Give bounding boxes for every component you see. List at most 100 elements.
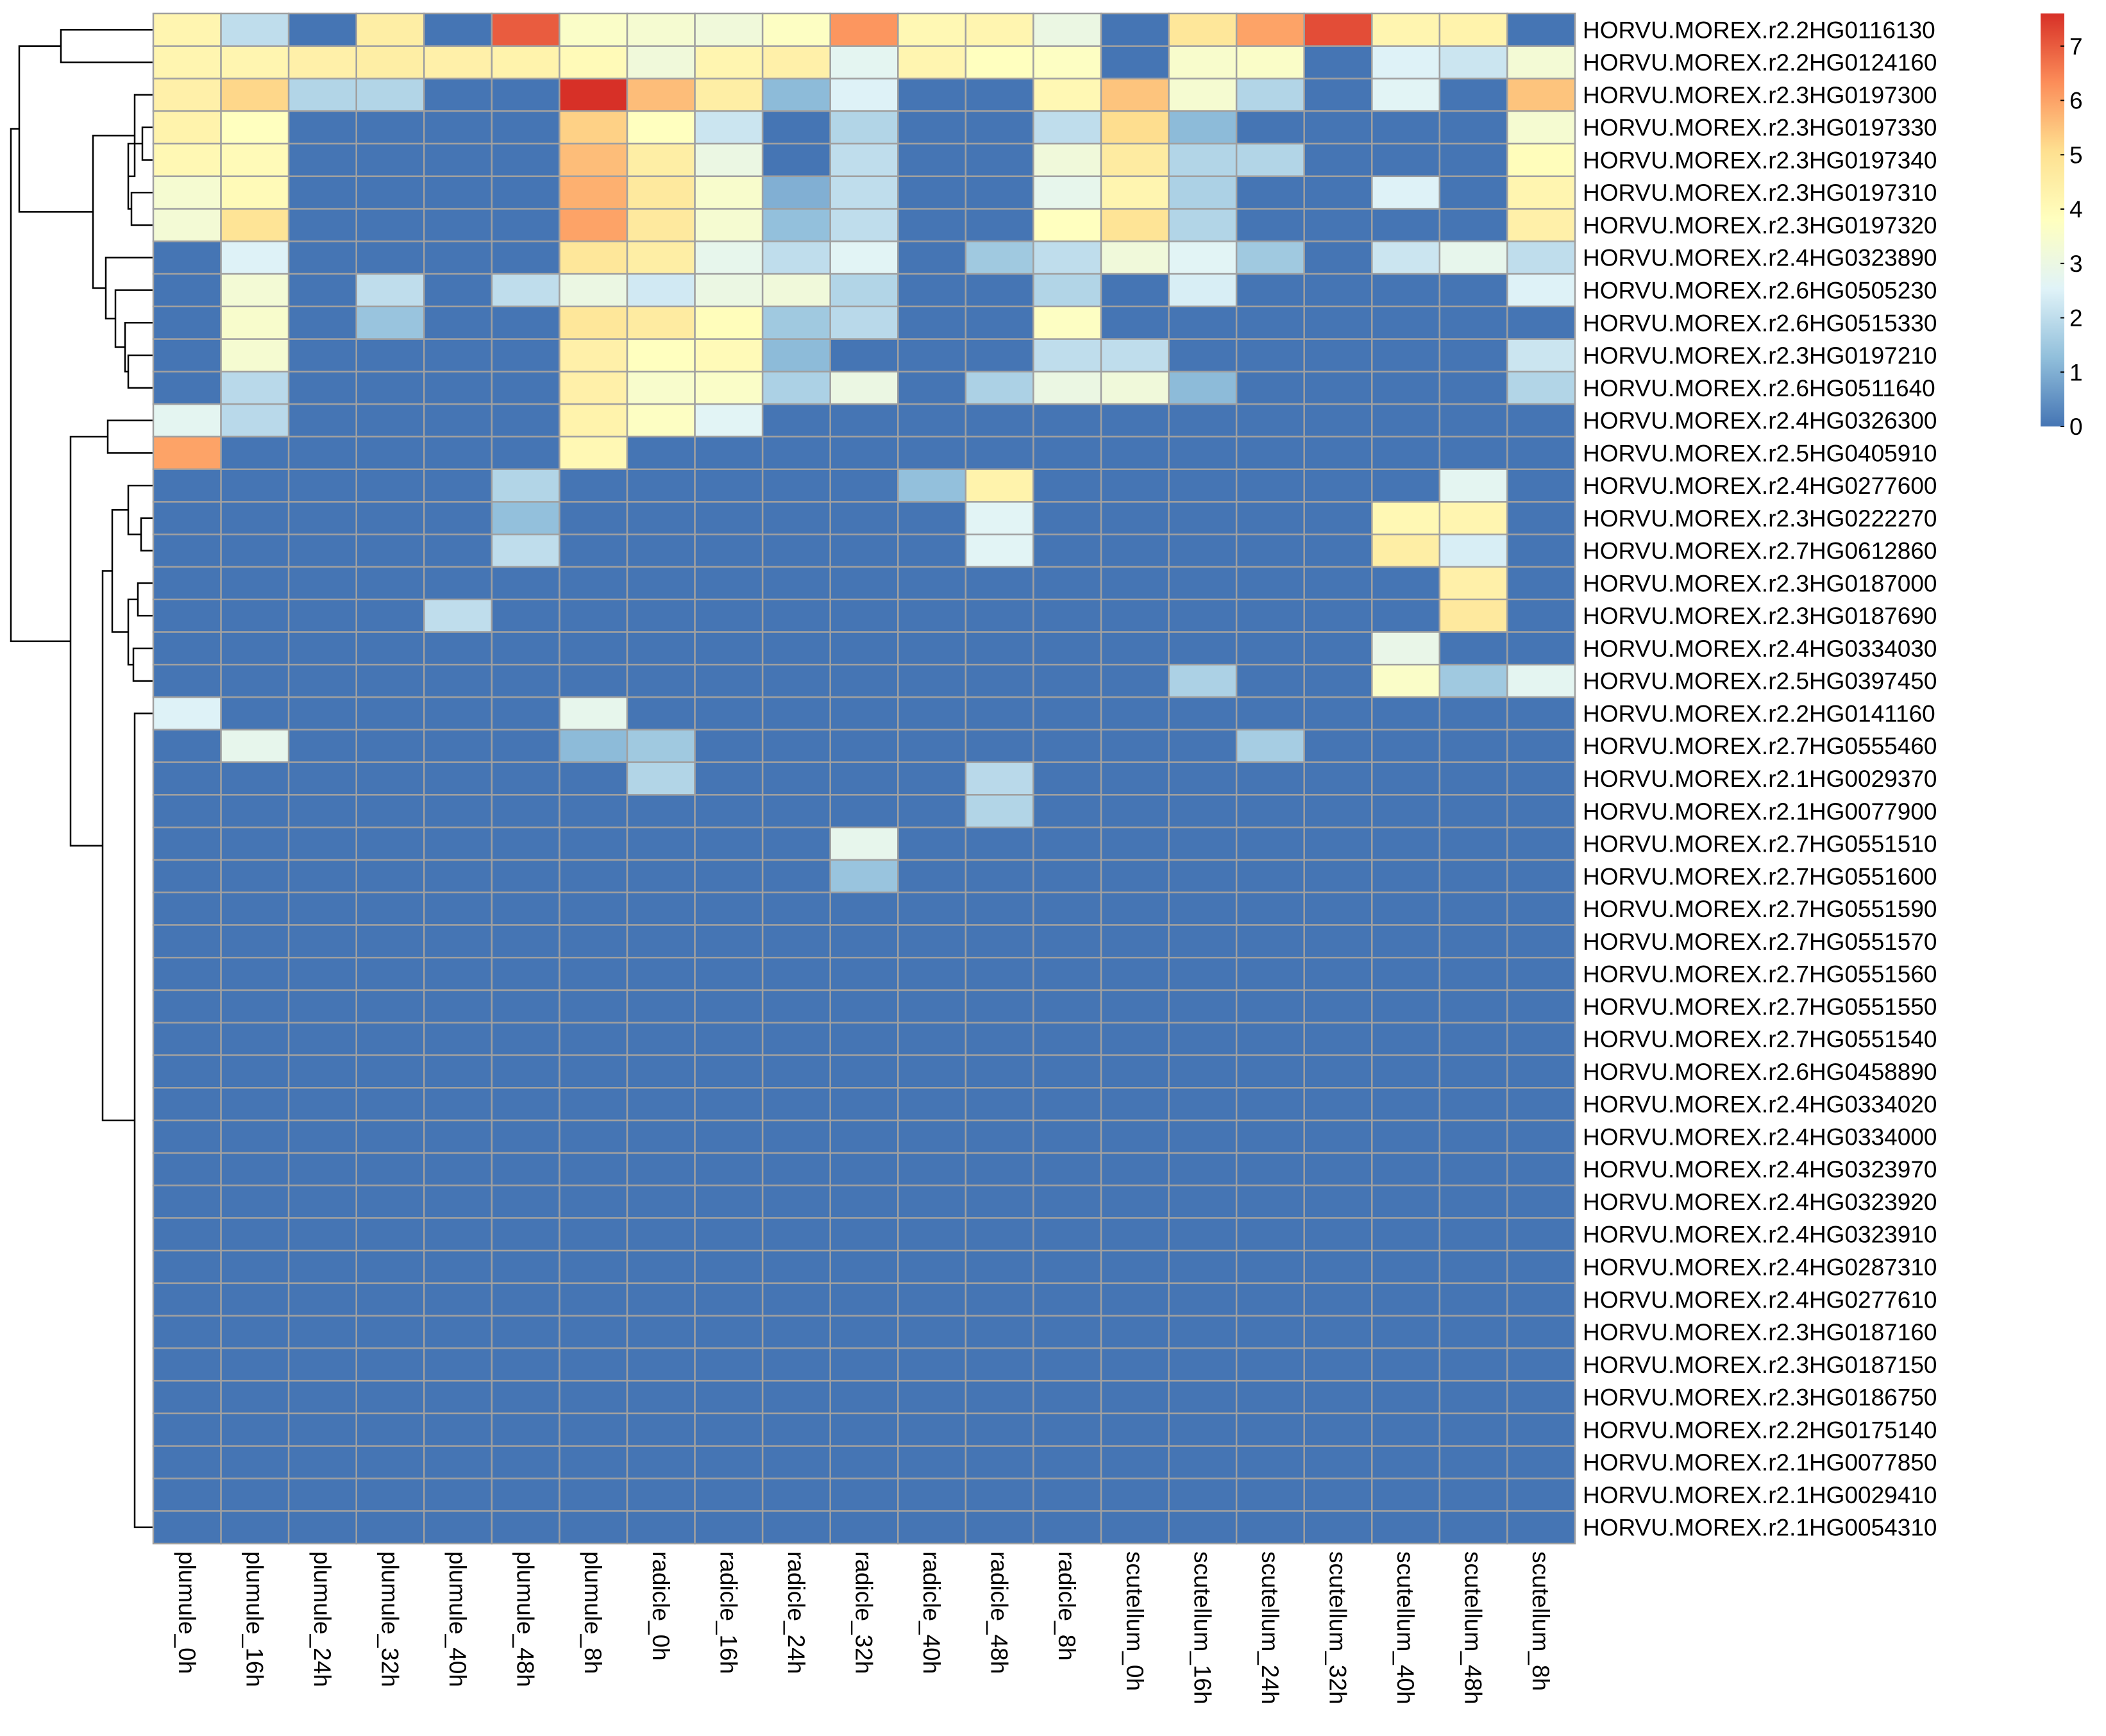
heatmap-cell (761, 1217, 831, 1252)
heatmap-cell (423, 1054, 493, 1089)
heatmap-cell (897, 1478, 967, 1512)
heatmap-cell (355, 501, 425, 535)
heatmap-cell (1438, 273, 1508, 308)
heatmap-cell (829, 1152, 899, 1186)
heatmap-cell (1371, 1510, 1441, 1545)
heatmap-cell (491, 142, 560, 178)
heatmap-cell (1032, 435, 1102, 470)
heatmap-cell (1032, 1152, 1102, 1186)
row-label: HORVU.MOREX.r2.4HG0323910 (1583, 1222, 1937, 1248)
heatmap-cell (491, 598, 560, 633)
heatmap-cell (355, 1282, 425, 1317)
heatmap-cell (1235, 956, 1305, 991)
heatmap-cell (1438, 1152, 1508, 1186)
heatmap-cell (220, 794, 290, 829)
heatmap-cell (1168, 240, 1238, 275)
heatmap-cell (491, 468, 560, 503)
heatmap-cell (694, 1315, 764, 1349)
heatmap-cell (152, 371, 222, 405)
heatmap-cell (1235, 305, 1305, 340)
heatmap-cell (287, 435, 357, 470)
heatmap-cell (220, 435, 290, 470)
heatmap-cell (829, 891, 899, 926)
heatmap-cell (1100, 338, 1170, 373)
heatmap-cell (559, 631, 628, 666)
heatmap-cell (1100, 534, 1170, 568)
heatmap-cell (1235, 1249, 1305, 1285)
legend-color-bar (2041, 13, 2064, 426)
heatmap-cell (1506, 664, 1576, 698)
heatmap-cell (1032, 534, 1102, 568)
dendrogram-branch (106, 419, 153, 454)
heatmap-cell (287, 1282, 357, 1317)
heatmap-cell (965, 1087, 1034, 1122)
heatmap-cell (694, 1022, 764, 1056)
heatmap-cell (1100, 1282, 1170, 1317)
heatmap-cell (1032, 956, 1102, 991)
heatmap-cell (1168, 1510, 1238, 1545)
heatmap-cell (626, 956, 696, 991)
heatmap-cell (491, 208, 560, 242)
heatmap-cell (897, 1379, 967, 1415)
heatmap-cell (1438, 1184, 1508, 1219)
heatmap-cell (626, 1315, 696, 1349)
heatmap-cell (1303, 273, 1373, 308)
heatmap-cell (1438, 110, 1508, 145)
heatmap-cell (287, 1087, 357, 1122)
column-label: plumule_16h (241, 1551, 267, 1687)
heatmap-cell (626, 435, 696, 470)
heatmap-cell (965, 45, 1034, 80)
heatmap-cell (1303, 664, 1373, 698)
heatmap-cell (1235, 859, 1305, 893)
column-label: radicle_24h (783, 1551, 809, 1674)
heatmap-cell (1168, 826, 1238, 861)
heatmap-cell (287, 761, 357, 796)
heatmap-cell (559, 794, 628, 829)
heatmap-cell (1235, 1315, 1305, 1349)
heatmap-cell (491, 989, 560, 1024)
heatmap-cell (220, 12, 290, 47)
heatmap-cell (152, 761, 222, 796)
heatmap-cell (1506, 1119, 1576, 1154)
heatmap-cell (559, 1412, 628, 1447)
heatmap-cell (1506, 1282, 1576, 1317)
row-label: HORVU.MOREX.r2.3HG0187150 (1583, 1352, 1937, 1378)
heatmap-cell (220, 240, 290, 275)
heatmap-cell (220, 142, 290, 178)
heatmap-cell (829, 371, 899, 405)
heatmap-cell (694, 924, 764, 959)
heatmap-cell (626, 1282, 696, 1317)
heatmap-cell (694, 338, 764, 373)
heatmap-cell (559, 1184, 628, 1219)
heatmap-cell (220, 891, 290, 926)
heatmap-cell (829, 631, 899, 666)
heatmap-cell (897, 110, 967, 145)
heatmap-cell (829, 208, 899, 242)
heatmap-cell (423, 45, 493, 80)
heatmap-cell (1506, 1087, 1576, 1122)
heatmap-cell (761, 1510, 831, 1545)
heatmap-cell (1303, 371, 1373, 405)
heatmap-cell (220, 664, 290, 698)
heatmap-cell (1168, 956, 1238, 991)
heatmap-cell (1032, 1184, 1102, 1219)
heatmap-cell (626, 110, 696, 145)
heatmap-cell (694, 175, 764, 210)
heatmap-cell (761, 468, 831, 503)
heatmap-cell (287, 45, 357, 80)
row-label: HORVU.MOREX.r2.4HG0334020 (1583, 1091, 1937, 1118)
dendrogram-branch (60, 29, 153, 63)
heatmap-cell (559, 142, 628, 178)
heatmap-cell (220, 1022, 290, 1056)
heatmap-cell (1032, 761, 1102, 796)
heatmap-cell (355, 696, 425, 731)
heatmap-cell (491, 240, 560, 275)
heatmap-cell (559, 1347, 628, 1382)
heatmap-cell (1100, 761, 1170, 796)
heatmap-cell (559, 696, 628, 731)
heatmap-cell (491, 1315, 560, 1349)
heatmap-cell (761, 240, 831, 275)
heatmap-cell (1100, 12, 1170, 47)
heatmap-cell (761, 761, 831, 796)
column-label: radicle_16h (715, 1551, 741, 1674)
